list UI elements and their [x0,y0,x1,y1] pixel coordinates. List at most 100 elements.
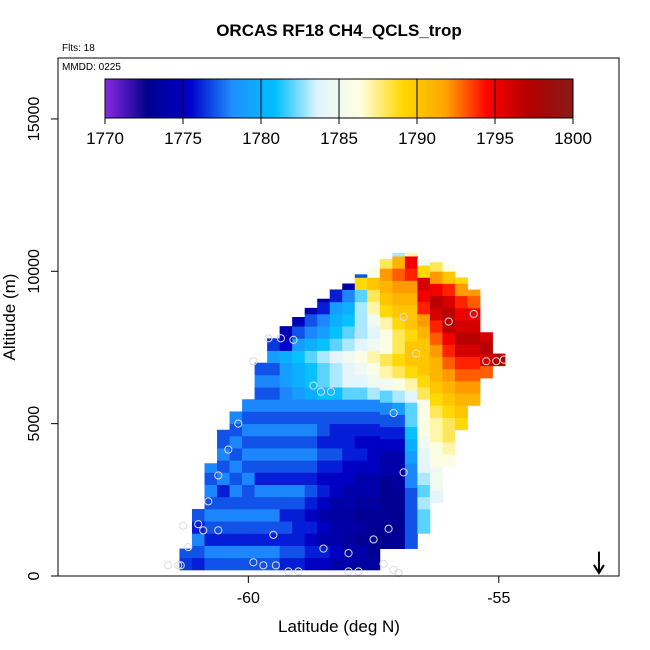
heatmap-cell [292,435,306,449]
date-note: MMDD: 0225 [62,62,121,73]
heatmap-cell [304,508,318,522]
heatmap-cell [442,307,456,321]
heatmap-cell [367,435,381,449]
flight-track-point [394,568,403,578]
flight-track-point [214,526,223,535]
heatmap-cell [292,508,306,522]
heatmap-cell [329,521,343,534]
flight-track-point [164,561,173,570]
heatmap-cells [179,253,506,571]
heatmap-cell [254,448,268,461]
heatmap-cell [229,460,243,473]
heatmap-cell [304,423,318,437]
flight-track-point [399,312,408,322]
heatmap-cell [217,429,230,437]
heatmap-cell [242,448,256,461]
heatmap-cell [480,365,493,379]
heatmap-cell [417,521,431,534]
heatmap-cell [317,448,331,461]
heatmap-cell [379,487,393,501]
heatmap-cell [367,277,381,290]
heatmap-cell [292,484,306,498]
heatmap-cell [392,377,406,391]
heatmap-cell [454,332,468,345]
heatmap-cell [317,508,331,522]
heatmap-cell [429,405,443,418]
flight-track-point [384,524,393,533]
heatmap-cell [254,387,268,400]
heatmap-cell [367,338,381,351]
heatmap-cell [217,496,230,510]
heatmap-cell [417,399,431,412]
heatmap-cell [354,448,368,461]
heatmap-cell [242,435,256,449]
heatmap-cell [379,292,393,306]
heatmap-cell [304,387,318,400]
flight-track-point [264,334,273,343]
heatmap-cell [442,332,456,345]
heatmap-cell [229,448,243,461]
heatmap-cell [279,460,293,473]
heatmap-cell [417,326,431,339]
heatmap-cell [367,448,381,461]
heatmap-cell [342,350,356,364]
heatmap-cell [267,399,281,412]
heatmap-cell [404,377,418,391]
heatmap-cell [467,307,481,321]
heatmap-cell [392,451,406,464]
heatmap-cell [429,454,443,467]
heatmap-cell [342,387,356,400]
heatmap-cell [229,496,243,510]
heatmap-cell [404,524,418,537]
heatmap-cell [429,490,443,504]
heatmap-cell [379,268,393,281]
heatmap-cell [292,472,306,485]
heatmap-cell [242,399,256,412]
heatmap-cell [229,484,243,498]
heatmap-cell [229,545,243,559]
heatmap-cell [254,496,268,510]
heatmap-cell [267,484,281,498]
heatmap-cell [279,399,293,412]
heatmap-cell [354,557,368,571]
heatmap-cell [329,411,343,425]
heatmap-cell [442,393,456,406]
heatmap-cell [279,521,293,534]
heatmap-cell [317,423,331,437]
flight-track-point [499,355,508,364]
heatmap-cell [317,374,331,388]
heatmap-cell [242,533,256,546]
flight-track-point [174,561,183,570]
heatmap-cell [329,338,343,351]
heatmap-cell [404,463,418,476]
heatmap-cell [254,545,268,559]
heatmap-cell [367,460,381,473]
heatmap-cell [304,313,318,327]
heatmap-cell [442,320,456,333]
heatmap-cell [379,536,393,549]
heatmap-cell [254,411,268,425]
heatmap-cell [442,405,456,418]
heatmap-cell [267,508,281,522]
heatmap-cell [317,484,331,498]
heatmap-cell [267,350,281,364]
heatmap-cell [254,362,268,376]
heatmap-cell [292,399,306,412]
flight-track-point [316,387,326,396]
heatmap-cell [404,329,418,342]
x-axis-label: Latitude (deg N) [278,617,400,636]
heatmap-cell [417,362,431,376]
heatmap-cell [454,295,468,309]
heatmap-cell [242,423,256,437]
heatmap-cell [379,377,393,391]
heatmap-cell [367,508,381,522]
heatmap-cell [354,277,368,290]
heatmap-cell [467,393,481,406]
flight-track-point [319,544,328,553]
heatmap-cell [429,295,443,309]
flight-track-point [354,567,363,576]
flight-track-point [379,559,388,568]
heatmap-cell [217,484,230,498]
heatmap-cell [317,557,331,571]
